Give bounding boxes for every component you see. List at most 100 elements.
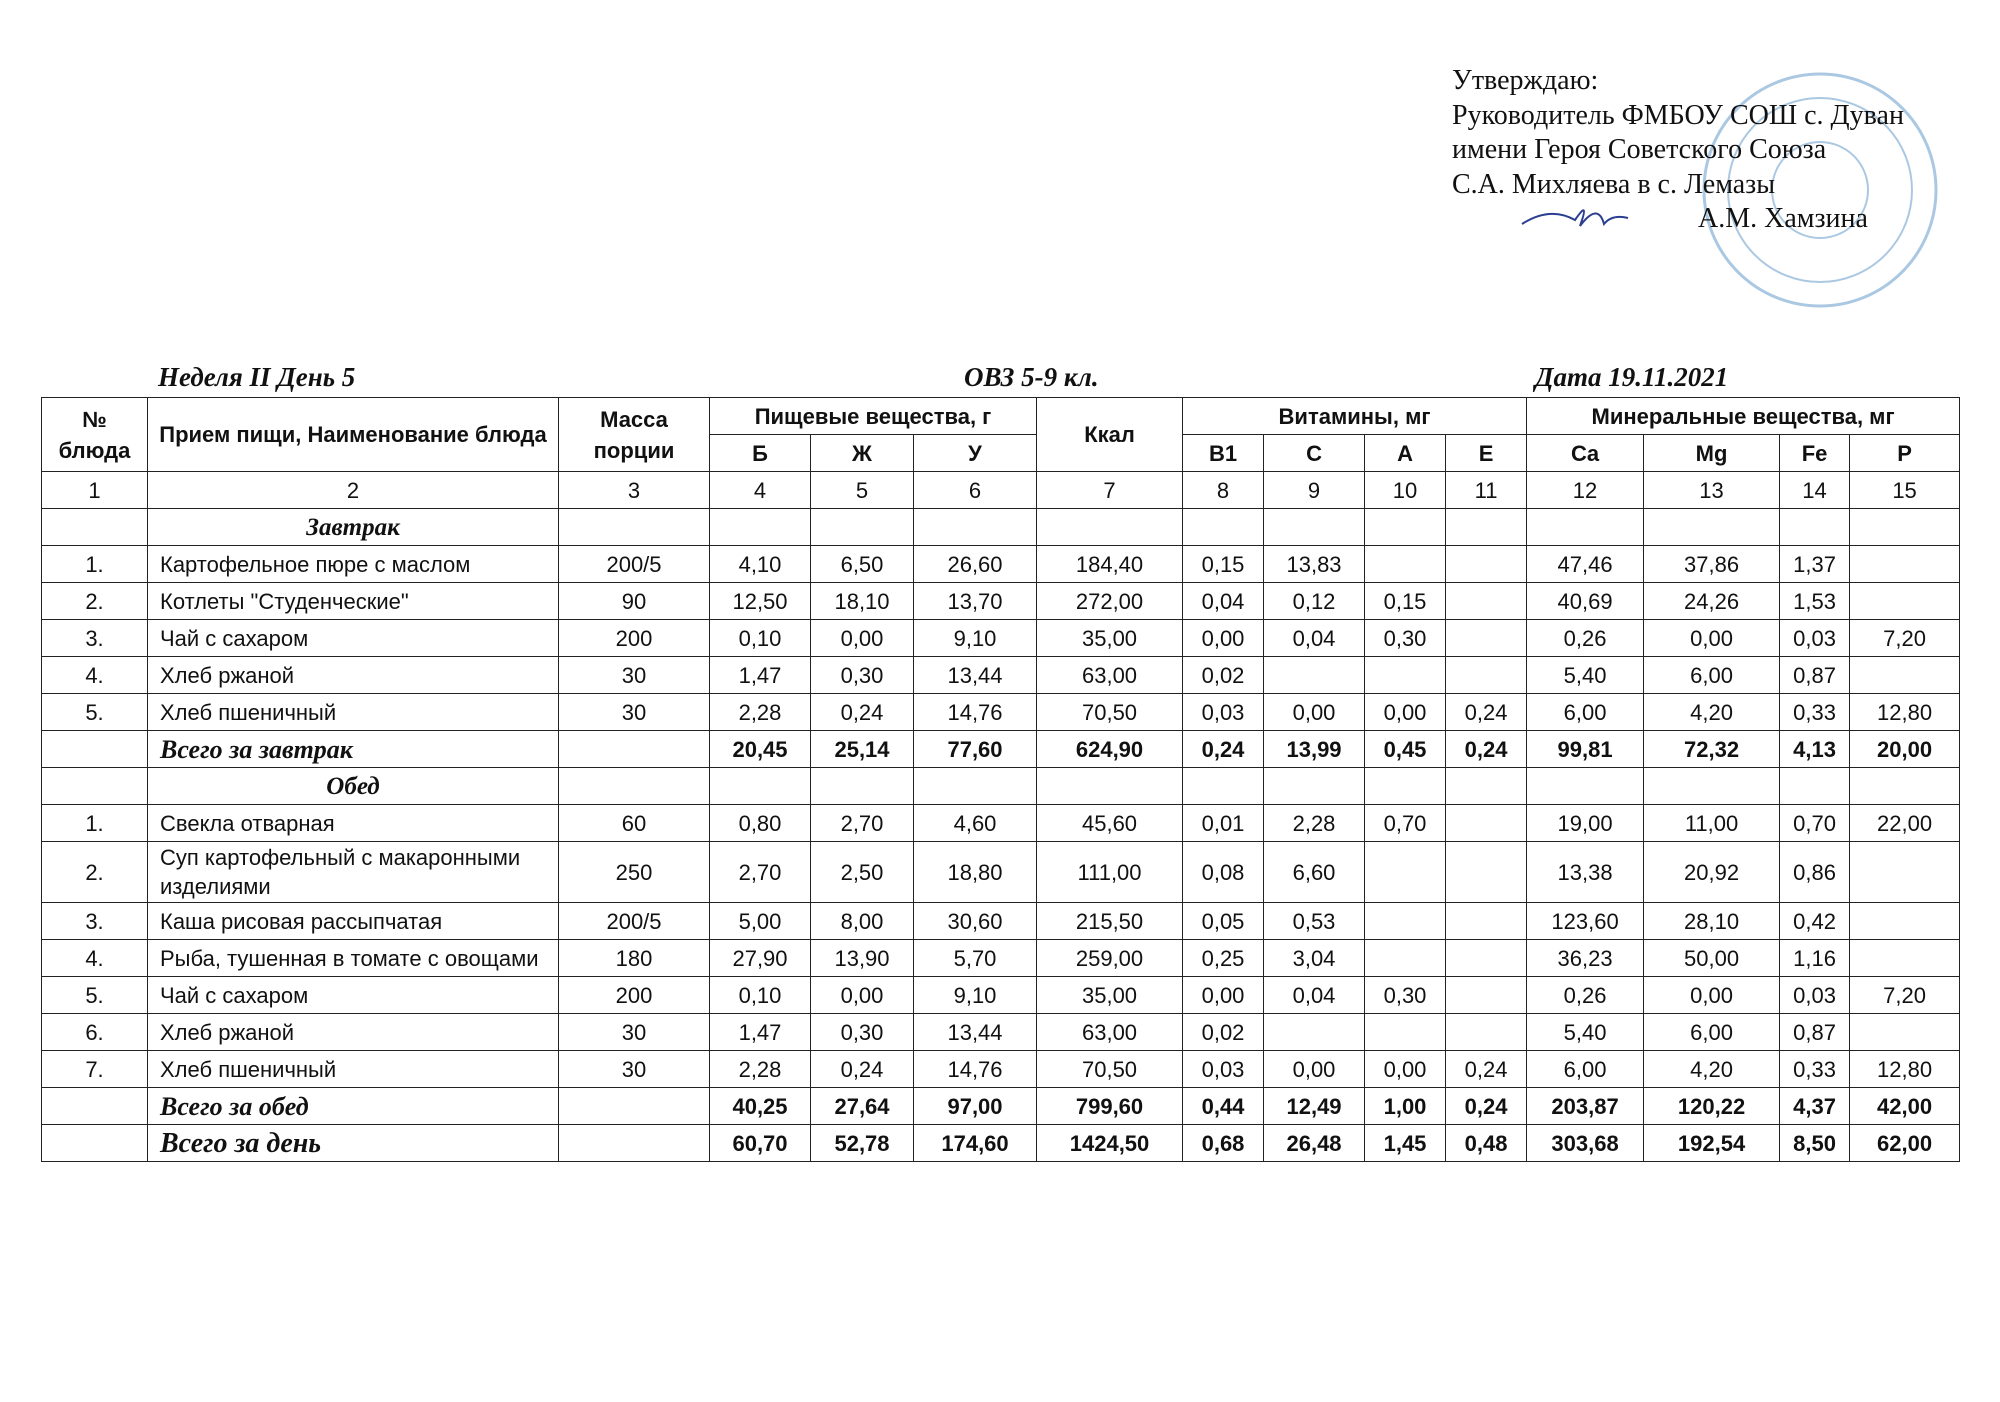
dish-row: 5. Чай с сахаром 200 0,10 0,00 9,10 35,00 0,00 0… bbox=[41, 976, 1961, 1014]
cell: 0,03 bbox=[1182, 693, 1265, 731]
cell: 4,20 bbox=[1643, 1050, 1781, 1088]
cell: 3. bbox=[41, 619, 148, 657]
cell: 35,00 bbox=[1036, 619, 1184, 657]
cell: 0,24 bbox=[1445, 693, 1528, 731]
cell: 0,10 bbox=[709, 976, 811, 1014]
cell: 36,23 bbox=[1526, 939, 1645, 977]
cell: 3. bbox=[41, 902, 148, 940]
column-number: 14 bbox=[1779, 471, 1851, 509]
cell: 63,00 bbox=[1036, 656, 1184, 694]
cell: 60 bbox=[558, 804, 710, 842]
cell: 2,70 bbox=[709, 841, 811, 903]
cell: 1,00 bbox=[1364, 1087, 1447, 1125]
cell bbox=[709, 767, 811, 805]
cell: 13,44 bbox=[912, 1013, 1038, 1051]
cell: 0,70 bbox=[1364, 804, 1447, 842]
cell bbox=[1364, 902, 1447, 940]
cell: 250 bbox=[558, 841, 710, 903]
cell: 1,47 bbox=[709, 1013, 811, 1051]
cell bbox=[1445, 767, 1528, 805]
cell: 13,90 bbox=[810, 939, 914, 977]
section-name: Обед bbox=[147, 767, 559, 805]
cell bbox=[1036, 767, 1184, 805]
cell: 97,00 bbox=[912, 1087, 1038, 1125]
column-number: 8 bbox=[1182, 471, 1265, 509]
cell bbox=[1779, 508, 1851, 546]
cell: Всего за завтрак bbox=[147, 730, 559, 768]
cell: 0,15 bbox=[1364, 582, 1447, 620]
header-cell: Mg bbox=[1643, 434, 1781, 472]
cell: 200/5 bbox=[558, 902, 710, 940]
cell: Картофельное пюре с маслом bbox=[147, 545, 559, 583]
column-number: 5 bbox=[810, 471, 914, 509]
cell: 5,40 bbox=[1526, 656, 1645, 694]
cell: 5. bbox=[41, 976, 148, 1014]
cell: 9,10 bbox=[912, 619, 1038, 657]
header-cell: A bbox=[1364, 434, 1447, 472]
cell bbox=[1182, 767, 1265, 805]
cell bbox=[1263, 508, 1366, 546]
column-number: 13 bbox=[1643, 471, 1781, 509]
cell: 0,44 bbox=[1182, 1087, 1265, 1125]
header-cell: C bbox=[1263, 434, 1366, 472]
cell bbox=[1445, 656, 1528, 694]
cell: 9,10 bbox=[912, 976, 1038, 1014]
cell: 12,50 bbox=[709, 582, 811, 620]
cell: 2,50 bbox=[810, 841, 914, 903]
cell bbox=[1849, 841, 1961, 903]
cell: 20,92 bbox=[1643, 841, 1781, 903]
column-number: 9 bbox=[1263, 471, 1366, 509]
cell bbox=[709, 508, 811, 546]
cell: 4,37 bbox=[1779, 1087, 1851, 1125]
cell: 0,01 bbox=[1182, 804, 1265, 842]
cell: 0,33 bbox=[1779, 1050, 1851, 1088]
cell: 2. bbox=[41, 582, 148, 620]
total-row: Всего за обед 40,25 27,64 97,00 799,60 0,44 12… bbox=[41, 1087, 1961, 1125]
cell bbox=[558, 730, 710, 768]
cell: 0,24 bbox=[810, 1050, 914, 1088]
cell: 0,12 bbox=[1263, 582, 1366, 620]
cell: 0,26 bbox=[1526, 976, 1645, 1014]
cell: 14,76 bbox=[912, 693, 1038, 731]
cell: 5,70 bbox=[912, 939, 1038, 977]
cell: 4,60 bbox=[912, 804, 1038, 842]
cell: Хлеб ржаной bbox=[147, 656, 559, 694]
cell bbox=[1445, 976, 1528, 1014]
cell: 52,78 bbox=[810, 1124, 914, 1162]
dish-row: 3. Каша рисовая рассыпчатая 200/5 5,00 8,00 3… bbox=[41, 902, 1961, 940]
cell: 6. bbox=[41, 1013, 148, 1051]
cell bbox=[1779, 767, 1851, 805]
cell: 27,64 bbox=[810, 1087, 914, 1125]
cell: 259,00 bbox=[1036, 939, 1184, 977]
approval: Утверждаю: Руководитель ФМБОУ СОШ с. Дув… bbox=[1452, 64, 1904, 237]
cell: 0,42 bbox=[1779, 902, 1851, 940]
dish-row: 7. Хлеб пшеничный 30 2,28 0,24 14,76 70,50 0,03… bbox=[41, 1050, 1961, 1088]
cell: 184,40 bbox=[1036, 545, 1184, 583]
header-cell: Минеральные вещества, мг bbox=[1526, 397, 1961, 435]
header-cell: P bbox=[1849, 434, 1961, 472]
dish-row: 4. Хлеб ржаной 30 1,47 0,30 13,44 63,00 0,02 5,4… bbox=[41, 656, 1961, 694]
section-name: Завтрак bbox=[147, 508, 559, 546]
header-cell: Ca bbox=[1526, 434, 1645, 472]
cell: 12,49 bbox=[1263, 1087, 1366, 1125]
cell: 0,00 bbox=[1643, 976, 1781, 1014]
cell: Чай с сахаром bbox=[147, 619, 559, 657]
cell: 30 bbox=[558, 1013, 710, 1051]
cell: 0,24 bbox=[810, 693, 914, 731]
cell: 13,70 bbox=[912, 582, 1038, 620]
cell bbox=[810, 767, 914, 805]
header-cell: Ж bbox=[810, 434, 914, 472]
dish-row: 6. Хлеб ржаной 30 1,47 0,30 13,44 63,00 0,02 5,4… bbox=[41, 1013, 1961, 1051]
cell: 0,00 bbox=[1182, 976, 1265, 1014]
cell: 0,00 bbox=[810, 619, 914, 657]
cell: 0,53 bbox=[1263, 902, 1366, 940]
cell: 111,00 bbox=[1036, 841, 1184, 903]
cell: 70,50 bbox=[1036, 693, 1184, 731]
cell: 8,50 bbox=[1779, 1124, 1851, 1162]
cell: 120,22 bbox=[1643, 1087, 1781, 1125]
dish-row: 1. Картофельное пюре с маслом 200/5 4,10 6,5… bbox=[41, 545, 1961, 583]
cell: 0,70 bbox=[1779, 804, 1851, 842]
cell: 0,26 bbox=[1526, 619, 1645, 657]
cell: 1,16 bbox=[1779, 939, 1851, 977]
